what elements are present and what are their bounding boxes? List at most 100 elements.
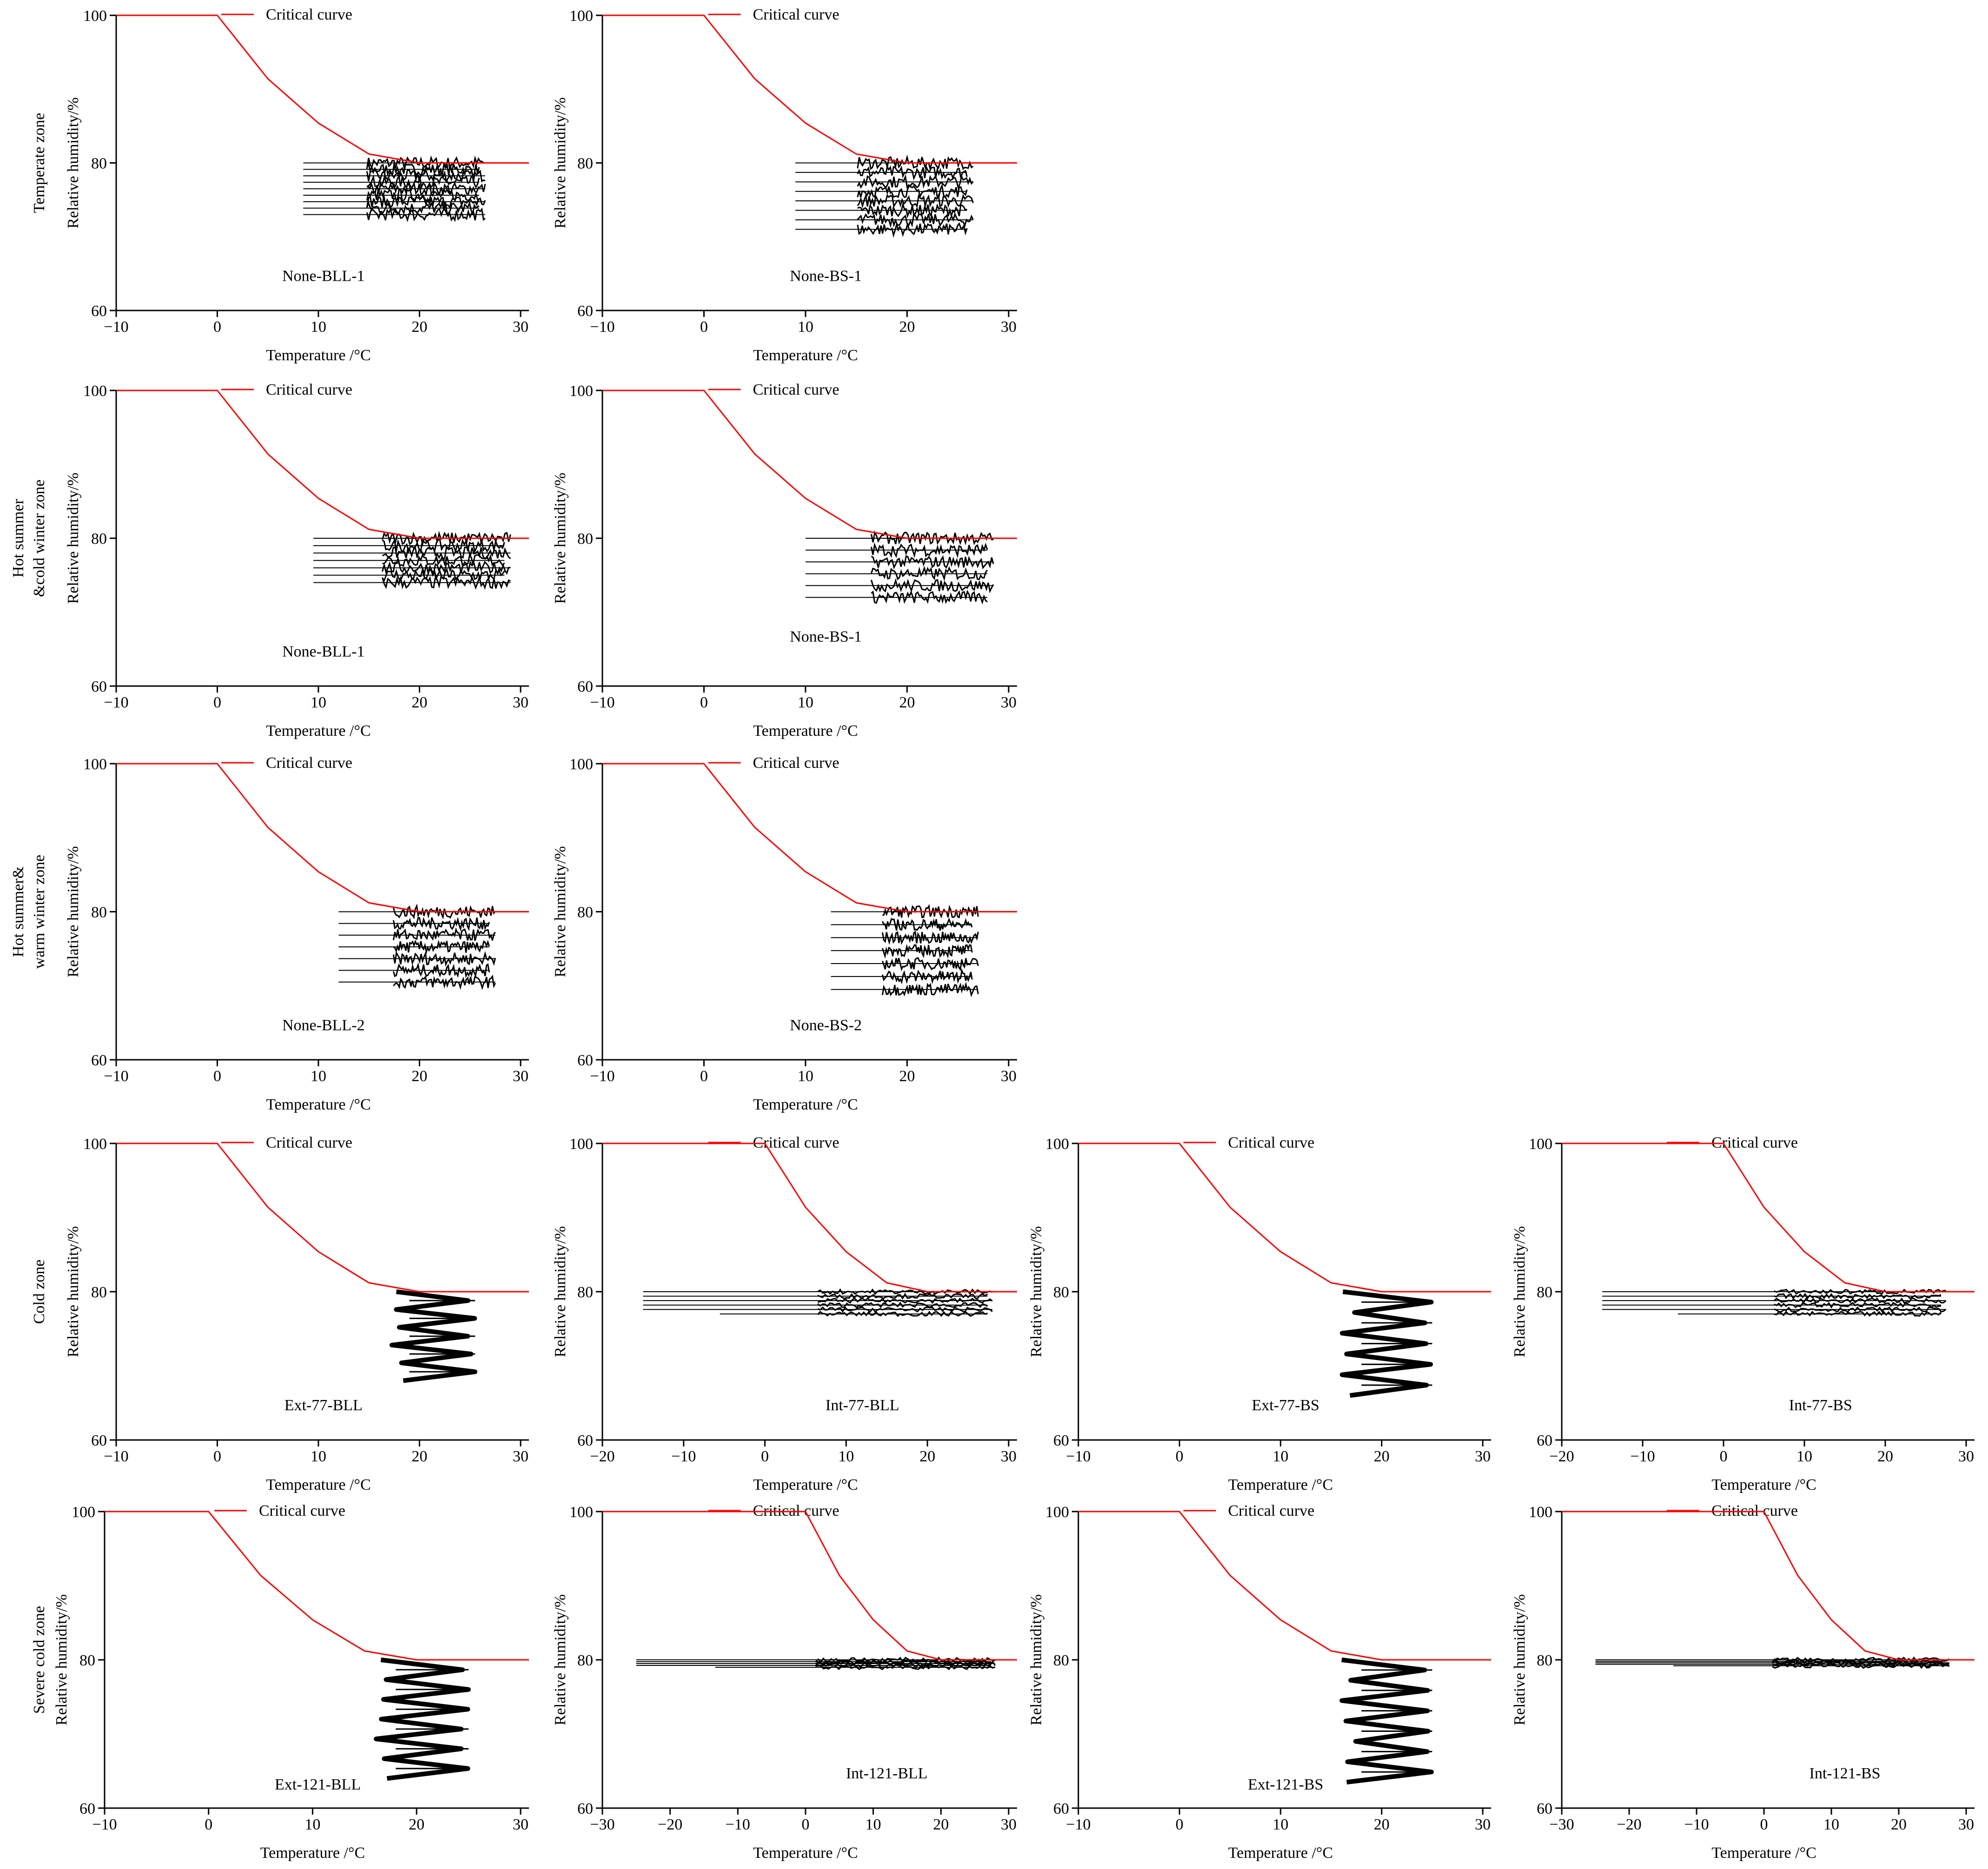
legend-label: Critical curve: [1711, 1134, 1798, 1151]
panel-label: Ext-77-BLL: [284, 1397, 363, 1414]
data-series: [1595, 1656, 1950, 1669]
critical-curve: [1562, 1511, 1966, 1661]
data-series: [806, 530, 994, 605]
x-tick-label: 30: [1001, 1068, 1017, 1085]
x-tick-label: 30: [1001, 1816, 1017, 1833]
x-axis-label: Temperature /°C: [753, 1476, 858, 1493]
data-band-dense: [1774, 1310, 1942, 1317]
y-tick-label: 100: [72, 1504, 95, 1521]
y-tick-label: 60: [79, 1800, 95, 1817]
x-axis-label: Temperature /°C: [266, 722, 371, 740]
x-tick-label: 20: [1891, 1816, 1907, 1833]
data-band-dense: [815, 1662, 991, 1669]
y-tick-label: 60: [577, 1052, 593, 1069]
data-band-dense: [817, 1297, 993, 1304]
y-axis-label: Relative humidity/%: [1028, 1594, 1045, 1725]
row-label: Severe cold zone: [31, 1606, 48, 1714]
x-tick-label: 30: [513, 1068, 528, 1085]
y-tick-label: 60: [577, 1432, 593, 1449]
x-tick-label: 20: [412, 1448, 428, 1465]
legend-label: Critical curve: [753, 6, 839, 23]
panel-label: Ext-77-BS: [1252, 1397, 1319, 1414]
row-label: Temperate zone: [31, 113, 48, 213]
data-band-dense: [393, 974, 496, 991]
x-tick-label: 20: [412, 1068, 428, 1085]
data-band-dense: [857, 174, 974, 190]
x-tick-label: 30: [1958, 1448, 1974, 1465]
y-axis-label: Relative humidity/%: [65, 473, 82, 604]
data-band-dense: [817, 1310, 988, 1317]
critical-curve: [116, 14, 521, 164]
x-tick-label: 20: [919, 1448, 935, 1465]
row-labels: Temperate zone Hot summer &cold winter zon…: [10, 113, 48, 1714]
data-band-dense: [882, 930, 979, 945]
x-tick-label: 10: [1796, 1448, 1812, 1465]
legend-label: Critical curve: [1228, 1134, 1314, 1151]
row-label: &cold winter zone: [31, 479, 48, 597]
x-tick-label: 20: [412, 318, 428, 336]
y-tick-label: 80: [1053, 1284, 1069, 1301]
y-tick-label: 100: [83, 7, 107, 25]
x-tick-label: −10: [726, 1816, 750, 1833]
y-tick-label: 100: [569, 756, 593, 773]
data-band-dense: [857, 193, 974, 209]
legend-label: Critical curve: [266, 754, 352, 772]
x-tick-label: −10: [104, 1448, 128, 1465]
data-band-dense: [393, 917, 490, 932]
data-band-dense: [857, 165, 968, 181]
y-tick-label: 80: [577, 530, 593, 548]
data-series: [374, 1658, 471, 1781]
data-band-dense: [1773, 1297, 1947, 1304]
y-axis-label: Relative humidity/%: [1028, 1226, 1045, 1357]
y-tick-label: 80: [91, 530, 107, 548]
x-tick-label: 0: [213, 1068, 221, 1085]
data-series: [1340, 1289, 1434, 1398]
x-axis-label: Temperature /°C: [1711, 1476, 1816, 1493]
data-band-dense: [817, 1288, 993, 1295]
data-band-dense: [367, 174, 480, 190]
data-band-dense: [871, 578, 994, 594]
critical-curve: [1078, 1511, 1483, 1661]
x-tick-label: −10: [671, 1448, 696, 1465]
y-tick-label: 80: [91, 1284, 107, 1301]
x-tick-label: 0: [700, 318, 708, 336]
data-band-dense: [857, 154, 974, 172]
x-tick-label: 10: [310, 1068, 326, 1085]
x-tick-label: 0: [1176, 1448, 1183, 1465]
y-tick-label: 100: [569, 383, 593, 400]
panel-label: Int-121-BLL: [846, 1765, 928, 1782]
panel-none-bs-2: 60 80 100 −10 0 10 20 30 Temperature /°C Relative…: [552, 754, 1017, 1113]
x-tick-label: 30: [513, 1816, 528, 1833]
x-tick-label: 20: [1374, 1448, 1390, 1465]
data-band-dense: [871, 555, 994, 569]
data-band-dense: [857, 202, 968, 218]
x-tick-label: 10: [1823, 1816, 1839, 1833]
x-tick-label: 30: [1001, 318, 1017, 336]
data-band-dense: [1774, 1293, 1942, 1300]
data-band-dense: [382, 546, 511, 560]
x-tick-label: 30: [1001, 1448, 1017, 1465]
y-tick-label: 60: [1537, 1800, 1552, 1817]
data-band-dense: [882, 981, 979, 997]
x-tick-label: 0: [205, 1816, 212, 1833]
panel-none-bs-1: 60 80 100 −10 0 10 20 30 Temperature /°C Relative…: [552, 381, 1017, 740]
x-tick-label: 10: [1273, 1816, 1288, 1833]
panel-none-bll-1: 60 80 100 −10 0 10 20 30 Temperature /°C Relative…: [65, 6, 529, 364]
data-band-dense: [393, 927, 496, 941]
x-axis-label: Temperature /°C: [266, 1476, 371, 1493]
critical-curve: [116, 763, 521, 912]
panel-label: None-BS-1: [790, 268, 862, 285]
data-band-dense: [393, 962, 490, 978]
y-tick-label: 60: [577, 678, 593, 695]
y-tick-label: 100: [569, 1136, 593, 1153]
data-band-dense: [817, 1306, 993, 1313]
data-band-dense: [366, 200, 480, 216]
data-series: [338, 903, 496, 991]
y-tick-label: 60: [1053, 1800, 1069, 1817]
data-band-dense: [382, 554, 505, 567]
data-series: [313, 530, 511, 590]
data-band-dense: [1774, 1306, 1947, 1313]
x-axis-label: Temperature /°C: [266, 1096, 371, 1113]
